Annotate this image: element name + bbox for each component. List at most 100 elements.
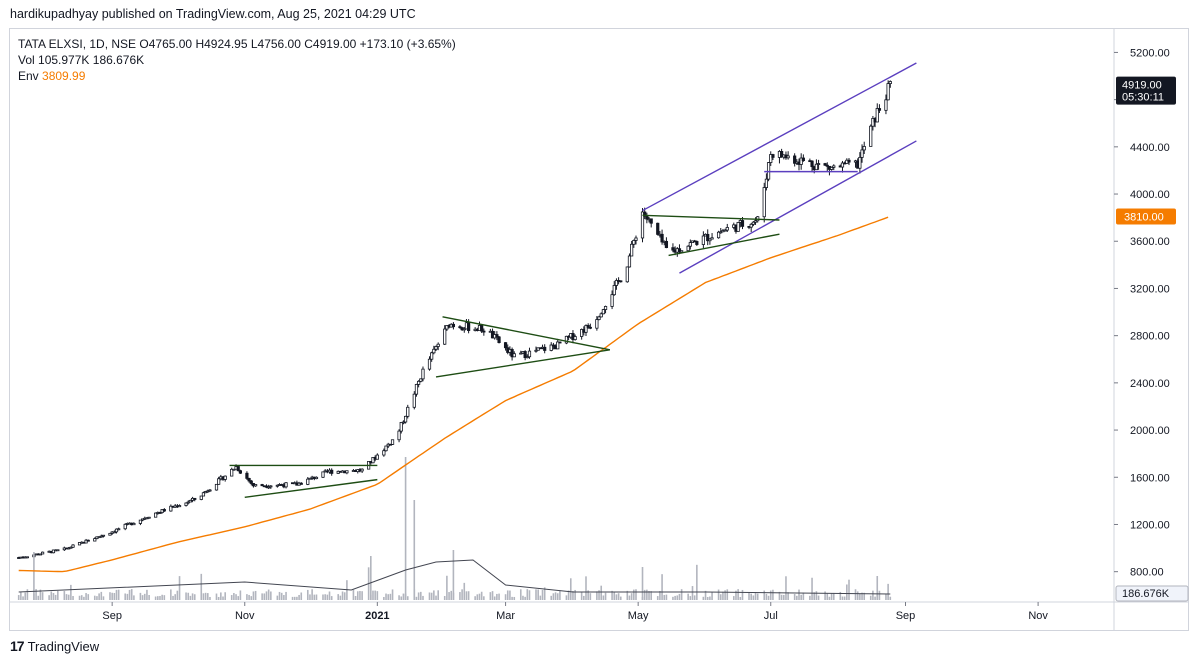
volume-bar [509, 590, 511, 600]
volume-bar [67, 594, 70, 600]
candle-body [480, 325, 484, 332]
volume-bar [100, 591, 103, 600]
volume-bar [54, 594, 57, 600]
volume-bar [276, 595, 279, 600]
volume-bar [480, 591, 483, 600]
candle-body [877, 108, 882, 111]
volume-bar [604, 592, 607, 600]
candle-body [236, 466, 240, 472]
candle-body [421, 368, 425, 380]
volume-bar [80, 595, 83, 600]
candle-body [249, 480, 253, 484]
candle-body [399, 422, 403, 432]
volume-bar [398, 595, 400, 600]
volume-bar [93, 595, 96, 600]
candle-body [680, 250, 684, 253]
candle-body [462, 328, 466, 331]
volume-bar [859, 593, 861, 600]
x-tick-label: Nov [1028, 610, 1048, 622]
candle-body [840, 162, 845, 168]
volume-bar [824, 591, 826, 600]
candle-body [238, 470, 242, 474]
candle-body [38, 553, 43, 556]
candle-body [458, 326, 462, 329]
envelope-price-label: 3810.00 [1124, 211, 1164, 223]
volume-bar [498, 593, 500, 600]
pattern-trendline[interactable] [442, 316, 611, 351]
candle-body [390, 439, 395, 445]
volume-bar [109, 592, 111, 600]
volume-bar [35, 589, 37, 600]
volume-bar [278, 591, 281, 600]
volume-bar [815, 591, 818, 600]
volume-bar [585, 576, 587, 600]
candle-body [610, 294, 614, 307]
volume-bar [50, 591, 53, 600]
volume-bar [361, 591, 363, 600]
candle-body [232, 468, 236, 471]
volume-bar [202, 593, 205, 600]
volume-bar [596, 591, 598, 600]
candle-body [299, 482, 303, 485]
candle-body [419, 378, 423, 382]
candle-body [138, 519, 143, 524]
legend-symbol[interactable]: TATA ELXSI, 1D, NSE [18, 37, 137, 51]
volume-bar [111, 592, 113, 600]
volume-bar [732, 596, 735, 600]
candle-body [564, 335, 569, 344]
volume-bar [311, 589, 313, 600]
candle-body [543, 346, 547, 351]
channel-trendline[interactable] [679, 140, 917, 274]
volume-bar [239, 590, 242, 600]
channel-trendline[interactable] [642, 62, 917, 212]
legend-vol-value: 105.977K [38, 53, 90, 67]
y-tick-label: 5200.00 [1130, 47, 1170, 59]
tradingview-brand[interactable]: 17 TradingView [10, 638, 99, 654]
volume-bar [772, 589, 774, 600]
candle-body [443, 328, 447, 345]
pattern-trendline[interactable] [435, 349, 611, 378]
candle-body [186, 501, 190, 504]
volume-bar [841, 596, 844, 600]
volume-bar [569, 578, 572, 600]
legend-env-row[interactable]: Env 3809.99 [18, 68, 456, 84]
volume-bar [437, 590, 439, 600]
volume-bar [709, 596, 711, 600]
volume-bar [739, 596, 742, 600]
volume-bar [98, 593, 100, 600]
x-tick-label: May [628, 610, 649, 622]
pattern-trendline[interactable] [244, 478, 378, 499]
envelope-line [18, 216, 889, 573]
volume-bar [328, 591, 331, 600]
legend-volume-row[interactable]: Vol 105.977K 186.676K [18, 52, 456, 68]
candle-body [643, 211, 647, 217]
candle-body [245, 472, 249, 479]
candle-body [630, 243, 634, 257]
candle-body [660, 233, 664, 243]
chart-frame[interactable] [9, 28, 1189, 631]
candle-body [888, 81, 892, 84]
volume-bar [843, 596, 846, 600]
volume-bar [387, 594, 390, 600]
volume-bar [293, 596, 296, 600]
candle-body [832, 165, 836, 168]
volume-bar [141, 595, 144, 600]
volume-bar [619, 596, 622, 600]
published-line: hardikupadhyay published on TradingView.… [10, 7, 416, 21]
candle-body [158, 512, 162, 514]
volume-bar [296, 596, 298, 600]
volume-bar [537, 589, 539, 600]
candle-body [254, 484, 258, 487]
volume-bar [402, 593, 405, 600]
candle-body [77, 542, 82, 546]
volume-bar [656, 596, 659, 600]
volume-bar [339, 595, 342, 600]
pattern-trendline[interactable] [642, 214, 780, 221]
candle-body [208, 489, 212, 492]
volume-bar [785, 576, 787, 600]
pattern-trendline[interactable] [668, 233, 780, 257]
candle-body [188, 499, 193, 503]
volume-bar [415, 596, 418, 600]
y-tick-label: 1600.00 [1130, 472, 1170, 484]
